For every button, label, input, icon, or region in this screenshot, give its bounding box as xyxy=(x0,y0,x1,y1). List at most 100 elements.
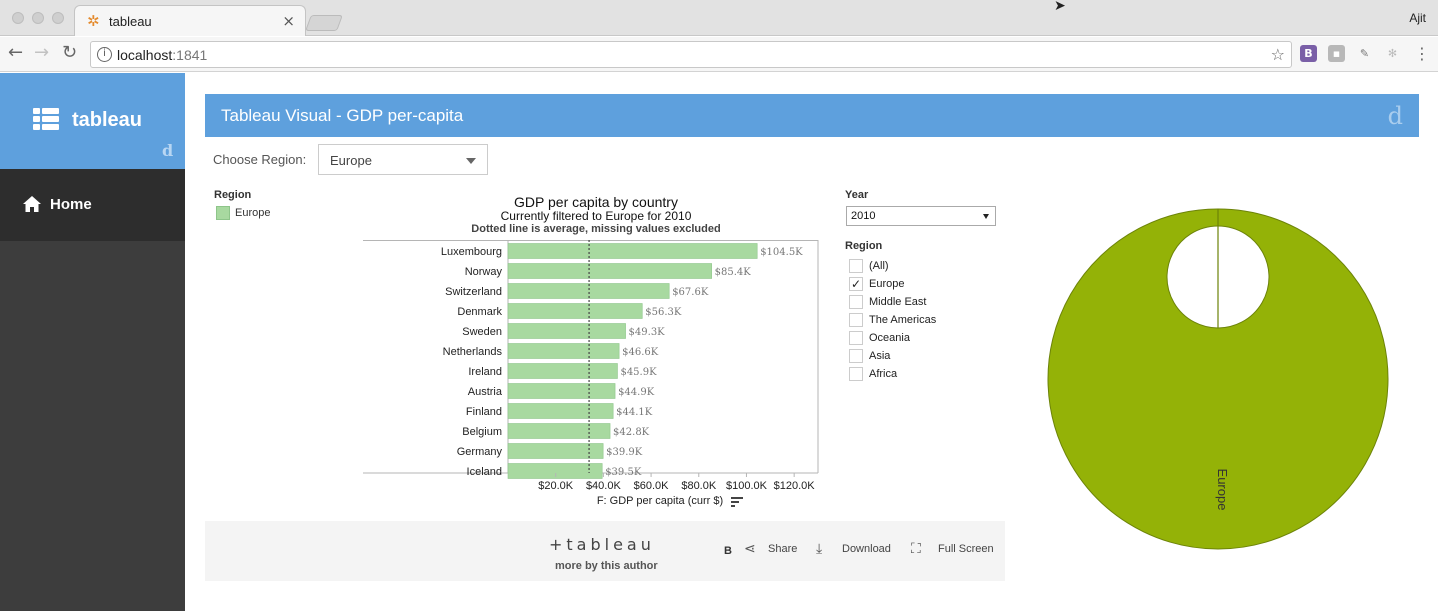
category-label: Finland xyxy=(466,406,502,418)
category-label: Belgium xyxy=(462,426,502,438)
snowflake-extension-icon[interactable]: ✻ xyxy=(1387,47,1398,60)
checkbox-checked[interactable]: ✓ xyxy=(849,277,863,291)
full-screen-button[interactable]: Full Screen xyxy=(938,543,994,555)
x-axis-title: F: GDP per capita (curr $) xyxy=(596,495,724,507)
new-tab-button[interactable] xyxy=(305,15,343,31)
category-label: Germany xyxy=(457,446,503,458)
brand-mark: d xyxy=(162,141,174,160)
brand-name: tableau xyxy=(72,109,143,131)
value-label: $44.9K xyxy=(618,387,655,398)
chart-note: Dotted line is average, missing values e… xyxy=(471,223,721,235)
window-minimize-button[interactable] xyxy=(32,12,44,24)
bar[interactable] xyxy=(507,263,712,279)
bar[interactable] xyxy=(507,283,670,299)
checkbox[interactable] xyxy=(849,295,863,309)
slice-label: Europe xyxy=(1215,469,1230,511)
eyedropper-extension-icon[interactable]: ✎ xyxy=(1359,47,1370,60)
legend-swatch[interactable] xyxy=(216,206,230,220)
bar[interactable] xyxy=(507,443,604,459)
reload-icon[interactable]: ↻ xyxy=(62,42,78,63)
legend-title: Region xyxy=(214,189,252,201)
header-mark: d xyxy=(1387,102,1403,130)
legend-label[interactable]: Europe xyxy=(235,207,271,219)
category-label: Netherlands xyxy=(443,346,503,358)
chart-title: GDP per capita by country xyxy=(514,194,678,210)
bar[interactable] xyxy=(507,423,611,439)
sidebar-item-home[interactable]: Home xyxy=(0,169,185,241)
checkbox[interactable] xyxy=(849,367,863,381)
tick-label: $120.0K xyxy=(774,480,816,492)
site-info-icon[interactable]: i xyxy=(97,47,112,62)
bar[interactable] xyxy=(507,243,758,259)
region-dropdown[interactable]: Europe xyxy=(318,144,488,175)
bar[interactable] xyxy=(507,463,603,479)
browser-tab-bar: ✲ tableau × ➤ Ajit xyxy=(0,0,1438,36)
tick-label: $20.0K xyxy=(538,480,574,492)
category-label: Luxembourg xyxy=(441,246,502,258)
region-filter-label: Asia xyxy=(869,350,891,362)
profile-name[interactable]: Ajit xyxy=(1409,11,1426,25)
browser-toolbar: ← → ↻ i localhost:1841 ☆ B ▪ ✎ ✻ ⋮ xyxy=(0,37,1438,72)
bar[interactable] xyxy=(507,343,620,359)
value-label: $49.3K xyxy=(629,327,666,338)
download-button[interactable]: Download xyxy=(842,543,891,555)
value-label: $85.4K xyxy=(715,267,752,278)
viz-toolbar: +tableau more by this author B ⋖ Share ⤓… xyxy=(205,521,1005,581)
pie-slice[interactable] xyxy=(1047,208,1389,550)
checkbox[interactable] xyxy=(849,349,863,363)
value-label: $39.9K xyxy=(606,447,643,458)
brand-block[interactable]: tableau d xyxy=(0,73,185,169)
gdp-bar-chart[interactable]: Luxembourg $104.5K Norway $85.4K Switzerland… xyxy=(363,240,823,496)
share-icon[interactable]: ⋖ xyxy=(744,541,756,557)
tableau-logo[interactable]: +tableau xyxy=(549,535,655,554)
bar[interactable] xyxy=(507,303,643,319)
page-title: Tableau Visual - GDP per-capita xyxy=(221,106,464,125)
bar[interactable] xyxy=(507,363,618,379)
more-by-author-link[interactable]: more by this author xyxy=(555,560,658,572)
window-close-button[interactable] xyxy=(12,12,24,24)
region-donut-chart[interactable]: Europe xyxy=(1046,207,1391,552)
checkbox[interactable] xyxy=(849,331,863,345)
chart-subtitle: Currently filtered to Europe for 2010 xyxy=(500,209,692,223)
bootstrap-extension-icon[interactable]: B xyxy=(1300,45,1317,62)
chevron-down-icon xyxy=(466,158,476,164)
tab-close-icon[interactable]: × xyxy=(282,12,295,30)
list-icon xyxy=(33,108,59,130)
download-icon[interactable]: ⤓ xyxy=(816,541,823,557)
bookmark-star-icon[interactable]: ☆ xyxy=(1270,45,1285,64)
full-screen-icon[interactable]: ⛶ xyxy=(911,541,921,557)
category-label: Iceland xyxy=(467,466,502,478)
share-button[interactable]: Share xyxy=(768,543,798,555)
category-label: Austria xyxy=(468,386,503,398)
value-label: $39.5K xyxy=(605,467,642,478)
value-label: $46.6K xyxy=(622,347,659,358)
window-zoom-button[interactable] xyxy=(52,12,64,24)
back-arrow-icon[interactable]: ← xyxy=(8,42,24,63)
b-label: B xyxy=(724,545,732,557)
browser-menu-icon[interactable]: ⋮ xyxy=(1414,44,1430,63)
url-text[interactable]: localhost:1841 xyxy=(117,47,208,63)
address-bar[interactable]: i localhost:1841 ☆ xyxy=(90,41,1292,68)
value-label: $45.9K xyxy=(620,367,657,378)
checkbox[interactable] xyxy=(849,259,863,273)
caret-down-icon xyxy=(983,214,989,219)
tick-label: $60.0K xyxy=(634,480,670,492)
region-dropdown-value: Europe xyxy=(330,153,372,168)
bar[interactable] xyxy=(507,403,614,419)
year-dropdown[interactable]: 2010 xyxy=(846,206,996,226)
category-label: Switzerland xyxy=(445,286,502,298)
value-label: $44.1K xyxy=(616,407,653,418)
sort-icon[interactable] xyxy=(731,497,743,507)
category-label: Denmark xyxy=(457,306,502,318)
bar[interactable] xyxy=(507,383,616,399)
bar[interactable] xyxy=(507,323,626,339)
forward-arrow-icon[interactable]: → xyxy=(34,42,50,63)
value-label: $67.6K xyxy=(672,287,709,298)
browser-tab[interactable]: ✲ tableau × xyxy=(74,5,306,36)
extension-square-icon[interactable]: ▪ xyxy=(1328,45,1345,62)
home-icon xyxy=(23,196,41,212)
checkbox[interactable] xyxy=(849,313,863,327)
app-sidebar: tableau d Home xyxy=(0,73,185,611)
region-filter-label: The Americas xyxy=(869,314,937,326)
region-filter-label: Oceania xyxy=(869,332,910,344)
